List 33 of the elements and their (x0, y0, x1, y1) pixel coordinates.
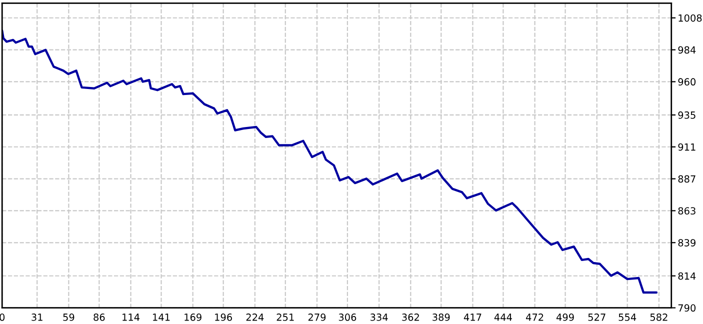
y-tick-label: 839 (678, 239, 696, 246)
x-tick-label: 279 (308, 314, 326, 321)
x-tick-label: 86 (94, 314, 105, 321)
y-tick-label: 790 (678, 304, 696, 312)
x-tick-label: 196 (215, 314, 232, 321)
line-series (2, 30, 658, 294)
x-tick-label: 554 (618, 314, 636, 321)
x-tick-label: 417 (464, 314, 482, 321)
x-tick-label: 59 (63, 314, 74, 321)
y-tick-label: 814 (678, 272, 696, 280)
y-tick-label: 960 (678, 78, 696, 86)
y-tick-label: 1008 (678, 14, 702, 22)
x-tick-label: 499 (556, 314, 574, 321)
x-tick-label: 31 (32, 314, 42, 321)
x-tick-label: 306 (338, 314, 356, 321)
x-tick-label: 169 (184, 314, 202, 321)
x-tick-label: 362 (402, 314, 419, 321)
y-tick-label: 984 (678, 46, 696, 54)
x-tick-label: 444 (494, 314, 512, 321)
y-tick-label: 911 (678, 143, 696, 151)
x-tick-label: 472 (526, 314, 544, 321)
x-tick-label: 141 (153, 314, 170, 321)
x-tick-label: 582 (650, 314, 668, 321)
x-tick-label: 0 (0, 314, 5, 321)
x-tick-label: 224 (246, 314, 264, 321)
x-tick-label: 527 (588, 314, 606, 321)
x-tick-label: 334 (370, 314, 388, 321)
x-tick-label: 114 (122, 314, 140, 321)
y-tick-label: 935 (678, 111, 696, 119)
y-tick-label: 863 (678, 207, 696, 215)
y-tick-label: 887 (678, 175, 696, 183)
x-tick-label: 389 (432, 314, 450, 321)
x-tick-label: 251 (276, 314, 294, 321)
